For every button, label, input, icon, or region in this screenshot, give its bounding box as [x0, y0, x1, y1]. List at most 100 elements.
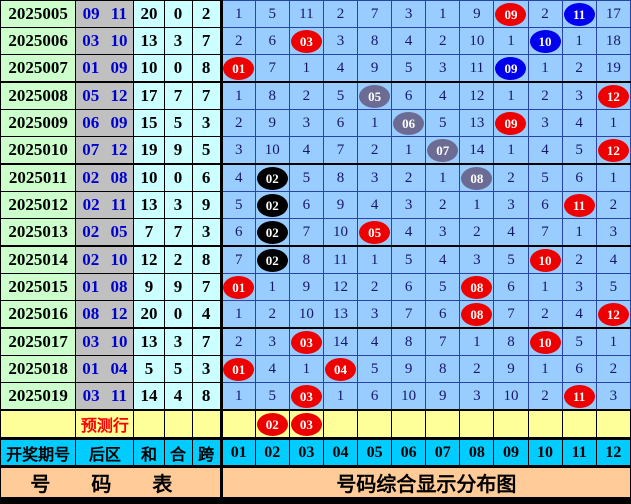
grid-cell: 03	[288, 327, 324, 356]
grid-cell: 1	[493, 27, 529, 55]
grid-cell: 2	[527, 81, 563, 110]
grid-cell: 2	[391, 163, 427, 192]
kua-cell: 8	[191, 382, 223, 411]
grid-cell: 4	[425, 245, 461, 274]
grid-cell: 11	[322, 245, 359, 274]
back-area-cell: 09 11	[75, 0, 135, 28]
grid-cell: 6	[527, 191, 563, 219]
number-marker-red: 10	[529, 248, 561, 272]
grid-cell: 2	[220, 27, 256, 55]
back-area-cell: 05 12	[75, 81, 135, 110]
grid-cell: 1	[561, 27, 597, 55]
grid-cell: 6	[561, 163, 597, 192]
column-header-number: 01	[220, 438, 256, 468]
grid-cell: 1	[595, 163, 631, 192]
grid-cell: 3	[561, 81, 597, 110]
table-row: 2025006 03 10 13 3 7 2 6 03 3 8 4 2 10 1 10 1 18	[0, 27, 631, 55]
period-cell: 2025016	[0, 300, 77, 329]
column-header-number: 12	[595, 438, 631, 468]
grid-cell: 2	[425, 191, 461, 219]
grid-cell: 4	[425, 81, 461, 110]
back-area-cell: 02 11	[75, 191, 135, 219]
period-cell: 2025008	[0, 81, 77, 110]
sum-cell: 14	[133, 382, 165, 411]
draw-rows: 2025005 09 11 20 0 2 1 5 11 2 7 3 1 9 09 2 11 17 2025006 0…	[0, 0, 631, 411]
kua-cell: 5	[191, 136, 223, 165]
grid-cell: 4	[527, 136, 563, 165]
grid-cell: 08	[459, 163, 495, 192]
grid-cell: 2	[220, 109, 256, 137]
prediction-grid-cell	[357, 409, 393, 440]
grid-cell: 9	[288, 273, 324, 301]
grid-cell: 11	[561, 382, 597, 411]
prediction-grid-cell	[527, 409, 563, 440]
grid-cell: 6	[288, 191, 324, 219]
table-row: 2025008 05 12 17 7 7 1 8 2 5 05 6 4 12 1 2 3 12	[0, 81, 631, 110]
grid-cell: 10	[322, 218, 359, 247]
sum-cell: 10	[133, 54, 165, 83]
grid-cell: 6	[254, 27, 290, 55]
grid-cell: 10	[527, 245, 563, 274]
sum-cell: 13	[133, 327, 165, 356]
prediction-grid-cell	[561, 409, 597, 440]
number-marker-red: 03	[290, 412, 322, 436]
back-area-cell: 03 10	[75, 27, 135, 55]
period-cell: 2025017	[0, 327, 77, 356]
grid-cell: 9	[425, 382, 461, 411]
grid-cell: 1	[425, 163, 461, 192]
prediction-row: 预测行 02 03	[0, 409, 631, 440]
prediction-grid-cell	[425, 409, 461, 440]
sum-cell: 13	[133, 27, 165, 55]
grid-cell: 5	[322, 81, 359, 110]
grid-cell: 9	[391, 355, 427, 383]
kua-cell: 6	[191, 163, 223, 192]
grid-cell: 2	[527, 300, 563, 329]
grid-cell: 5	[425, 109, 461, 137]
kua-cell: 7	[191, 27, 223, 55]
grid-cell: 1	[527, 54, 563, 83]
grid-cell: 2	[561, 54, 597, 83]
grid-cell: 2	[561, 245, 597, 274]
grid-cell: 1	[459, 327, 495, 356]
grid-cell: 8	[425, 355, 461, 383]
number-marker-red: 03	[290, 330, 322, 354]
he-cell: 7	[163, 218, 193, 247]
grid-cell: 09	[493, 109, 529, 137]
grid-cell: 6	[220, 218, 256, 247]
number-marker-red: 02	[256, 412, 288, 436]
prediction-grid-cell	[391, 409, 427, 440]
grid-cell: 5	[391, 54, 427, 83]
number-marker-red: 09	[495, 111, 527, 135]
grid-cell: 11	[561, 0, 597, 28]
grid-cell: 08	[459, 273, 495, 301]
column-header: 合	[163, 438, 193, 468]
prediction-grid-cell	[459, 409, 495, 440]
prediction-empty-cell	[191, 409, 223, 440]
column-header: 后区	[75, 438, 135, 468]
grid-cell: 4	[561, 300, 597, 329]
number-marker-red: 08	[461, 302, 493, 326]
grid-cell: 1	[527, 355, 563, 383]
grid-cell: 1	[220, 300, 256, 329]
grid-cell: 3	[391, 191, 427, 219]
grid-cell: 06	[391, 109, 427, 137]
sum-cell: 5	[133, 355, 165, 383]
grid-cell: 7	[357, 0, 393, 28]
number-marker-red: 03	[290, 384, 322, 408]
period-cell: 2025009	[0, 109, 77, 137]
period-cell: 2025007	[0, 54, 77, 83]
grid-cell: 12	[322, 273, 359, 301]
number-marker-blue: 10	[529, 29, 561, 53]
footer-right-title: 号码综合显示分布图	[220, 466, 631, 498]
grid-cell: 1	[595, 109, 631, 137]
grid-cell: 2	[527, 382, 563, 411]
he-cell: 7	[163, 81, 193, 110]
column-header: 和	[133, 438, 165, 468]
grid-cell: 5	[391, 245, 427, 274]
grid-cell: 7	[288, 218, 324, 247]
grid-cell: 9	[357, 54, 393, 83]
number-marker-red: 01	[223, 275, 255, 299]
grid-cell: 2	[595, 191, 631, 219]
he-cell: 3	[163, 191, 193, 219]
